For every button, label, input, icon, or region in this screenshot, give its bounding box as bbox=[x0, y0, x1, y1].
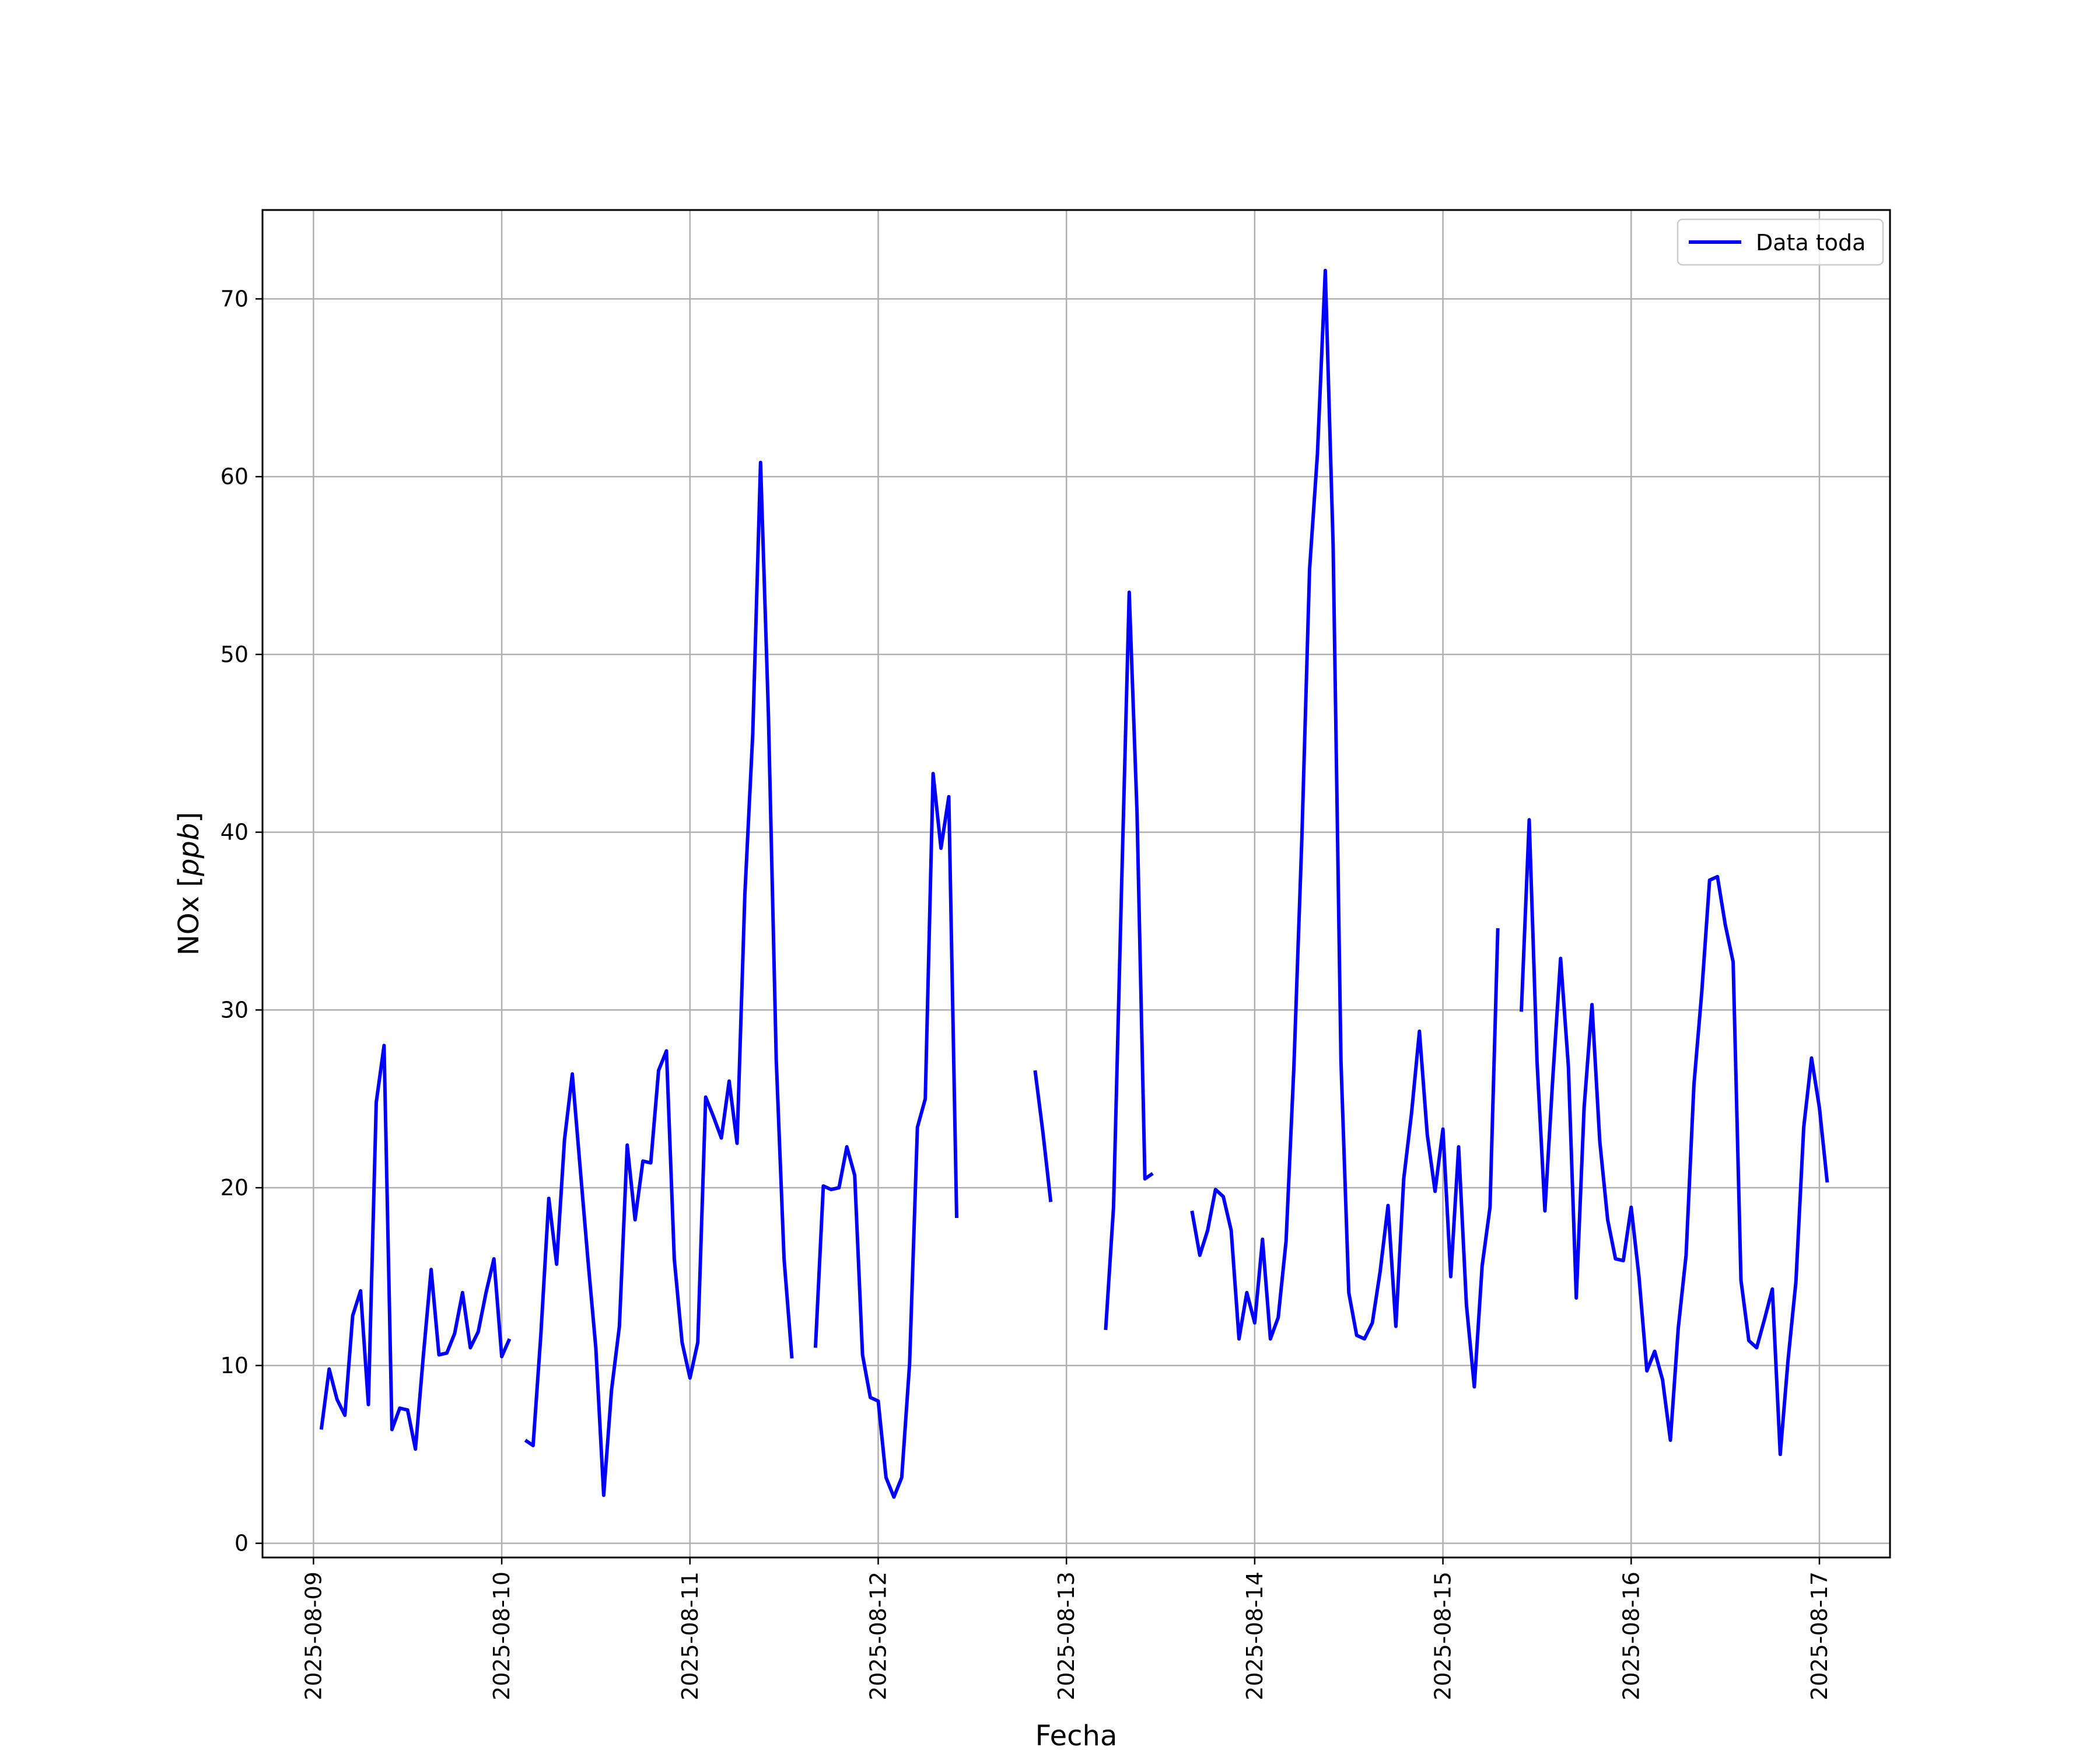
legend: Data toda bbox=[1676, 218, 1884, 266]
y-tick-label: 70 bbox=[220, 286, 249, 312]
y-axis-label-main: NOx [ bbox=[173, 876, 205, 956]
legend-label: Data toda bbox=[1756, 230, 1866, 256]
x-tick-label: 2025-08-14 bbox=[1242, 1572, 1268, 1700]
grid bbox=[262, 210, 1890, 1558]
y-tick-label: 0 bbox=[235, 1531, 249, 1556]
series-line-segment bbox=[1104, 590, 1154, 1331]
x-tick-label: 2025-08-11 bbox=[677, 1572, 703, 1700]
x-tick-label: 2025-08-17 bbox=[1807, 1572, 1832, 1700]
y-tick-label: 20 bbox=[220, 1175, 249, 1200]
y-tick-label: 40 bbox=[220, 820, 249, 845]
series-line-segment bbox=[1033, 1070, 1053, 1202]
y-tick-label: 60 bbox=[220, 464, 249, 489]
y-tick-label: 50 bbox=[220, 642, 249, 667]
y-axis-label: NOx [ppb] bbox=[173, 812, 205, 956]
series-line-segment bbox=[1520, 818, 1829, 1457]
legend-box bbox=[1676, 218, 1884, 266]
series-line-segment bbox=[813, 772, 958, 1499]
x-tick-label: 2025-08-10 bbox=[489, 1572, 514, 1700]
series-line-segment bbox=[1190, 268, 1500, 1389]
plot-frame bbox=[261, 209, 1891, 1559]
x-tick-label: 2025-08-09 bbox=[300, 1572, 326, 1700]
y-tick-label: 30 bbox=[220, 997, 249, 1023]
series-layer bbox=[319, 268, 1829, 1499]
x-tick-label: 2025-08-12 bbox=[865, 1572, 891, 1700]
x-tick-label: 2025-08-16 bbox=[1618, 1572, 1644, 1700]
y-axis-label-unit: ppb bbox=[173, 823, 205, 877]
series-line-segment bbox=[524, 460, 794, 1497]
x-tick-label: 2025-08-15 bbox=[1430, 1572, 1456, 1700]
y-axis-label-close: ] bbox=[173, 812, 205, 823]
series-line-segment bbox=[319, 1044, 512, 1451]
y-tick-label: 10 bbox=[220, 1353, 249, 1378]
x-tick-label: 2025-08-13 bbox=[1054, 1572, 1079, 1700]
ticks: 2025-08-09 2025-08-10 2025-08-11 2025-08-12… bbox=[220, 286, 1832, 1700]
x-axis-label: Fecha bbox=[1035, 1720, 1118, 1750]
